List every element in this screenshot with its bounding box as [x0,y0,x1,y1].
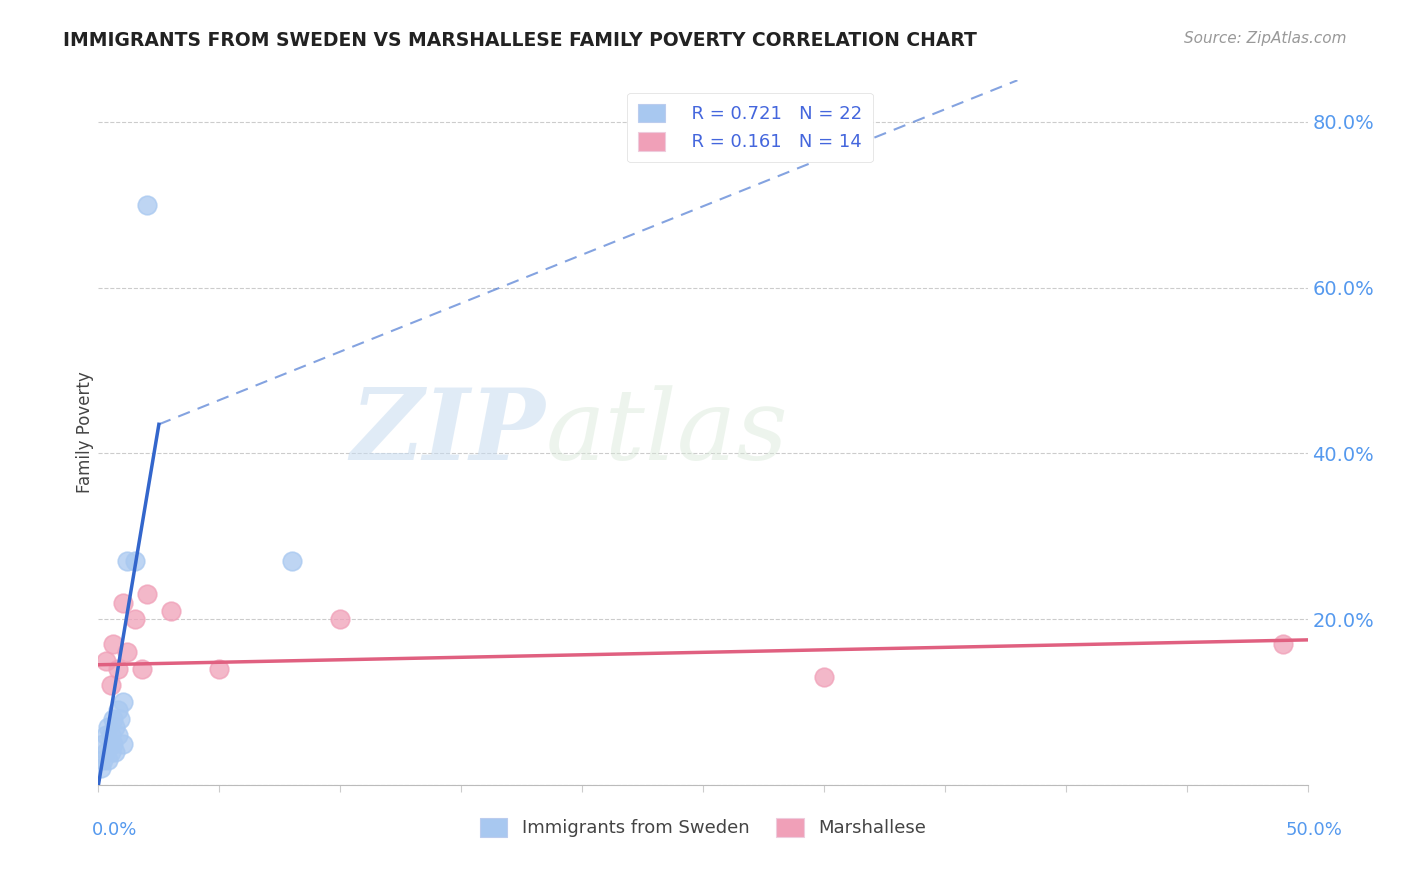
Point [101,712,124,726]
Point [97,753,120,767]
Point [107,703,129,717]
Point [124,612,146,626]
Point [111,596,134,610]
Point [91,737,114,751]
Text: 0.0%: 0.0% [91,821,136,838]
Point [108,712,131,726]
Point [131,662,153,676]
Point [329,612,352,626]
Point [135,197,157,211]
Point [100,728,122,742]
Point [100,678,122,692]
Text: Source: ZipAtlas.com: Source: ZipAtlas.com [1184,31,1347,46]
Point [281,554,304,568]
Point [111,695,134,709]
Point [117,645,139,659]
Point [104,745,127,759]
Text: 50.0%: 50.0% [1286,821,1343,838]
Point [107,728,129,742]
Text: IMMIGRANTS FROM SWEDEN VS MARSHALLESE FAMILY POVERTY CORRELATION CHART: IMMIGRANTS FROM SWEDEN VS MARSHALLESE FA… [63,31,977,50]
Point [91,753,114,767]
Point [101,737,124,751]
Point [111,737,134,751]
Point [90,761,112,775]
Text: atlas: atlas [546,385,789,480]
Point [1272,637,1295,651]
Point [813,670,835,684]
Point [94,745,117,759]
Point [101,637,124,651]
Text: ZIP: ZIP [352,384,546,481]
Point [124,554,146,568]
Legend: Immigrants from Sweden, Marshallese: Immigrants from Sweden, Marshallese [471,809,935,847]
Point [160,604,183,618]
Point [97,720,120,734]
Point [94,728,117,742]
Point [94,654,117,668]
Y-axis label: Family Poverty: Family Poverty [76,372,94,493]
Point [135,587,157,601]
Point [208,662,231,676]
Point [100,745,122,759]
Point [117,554,139,568]
Point [107,662,129,676]
Point [104,720,127,734]
